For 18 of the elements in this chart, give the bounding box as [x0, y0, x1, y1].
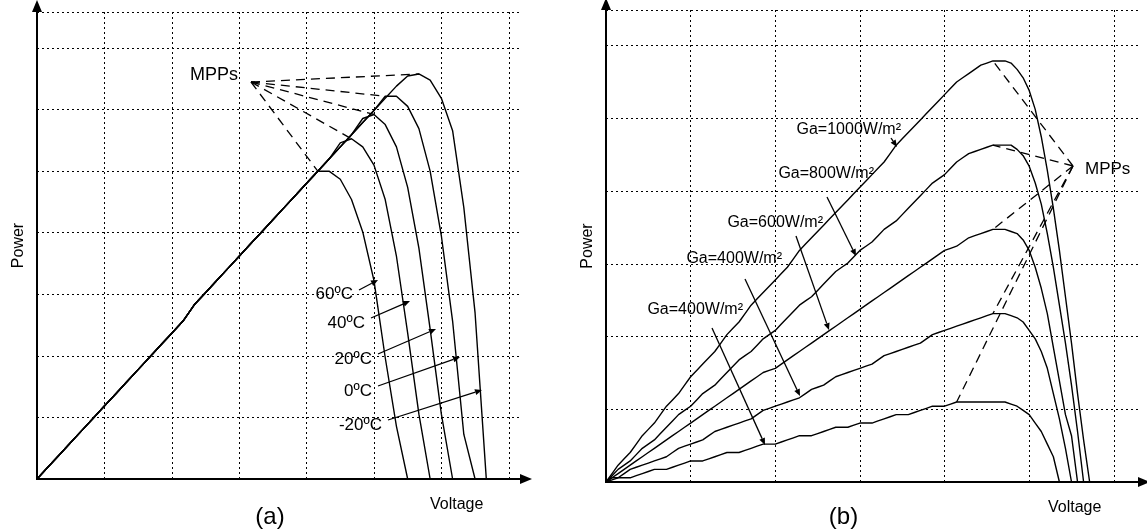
annotation: 60ºC	[315, 284, 353, 304]
y-axis-title: Power	[577, 222, 595, 269]
x-axis-title: Voltage	[1048, 497, 1102, 515]
annotation: MPPs	[1085, 159, 1131, 179]
annotation: Ga=1000W/m²	[796, 120, 902, 138]
annotation: MPPs	[189, 63, 238, 84]
annotation: 20ºC	[334, 349, 372, 369]
x-axis-title: Voltage	[430, 494, 484, 512]
annotation: Ga=800W/m²	[778, 164, 875, 182]
y-axis-title: Power	[8, 222, 26, 269]
annotation: 40ºC	[327, 313, 365, 333]
annotation: Ga=400W/m²	[647, 300, 744, 318]
annotation: Ga=600W/m²	[727, 213, 824, 231]
annotation: -20ºC	[338, 415, 382, 435]
text: (a)	[255, 501, 285, 529]
text: (b)	[828, 501, 859, 529]
annotation: 0ºC	[344, 381, 372, 401]
annotation: Ga=400W/m²	[686, 249, 783, 267]
